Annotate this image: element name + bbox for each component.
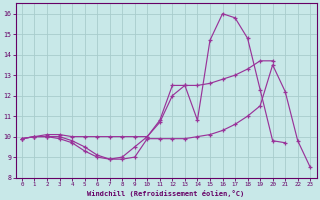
X-axis label: Windchill (Refroidissement éolien,°C): Windchill (Refroidissement éolien,°C) [87,190,245,197]
